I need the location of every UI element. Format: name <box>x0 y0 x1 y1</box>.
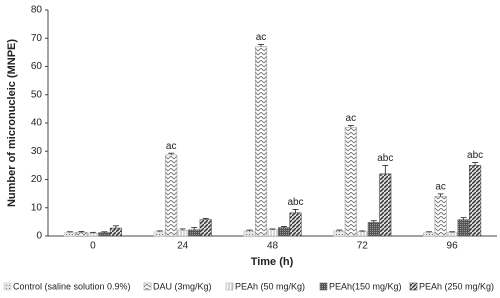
legend-swatch <box>3 282 12 291</box>
bar <box>153 231 166 237</box>
bar <box>289 212 302 237</box>
bar <box>277 227 291 237</box>
y-tick-label: 40 <box>31 118 43 129</box>
bar <box>423 232 436 237</box>
y-tick-label: 20 <box>31 174 43 185</box>
y-tick-label: 0 <box>36 231 42 242</box>
bar <box>165 154 178 237</box>
bar <box>176 230 189 237</box>
bar <box>333 230 346 237</box>
bar <box>434 196 447 237</box>
x-tick-label: 72 <box>357 241 369 252</box>
bar <box>75 232 88 237</box>
y-tick-label: 60 <box>31 61 43 72</box>
annotation: abc <box>287 197 303 208</box>
bar <box>188 229 201 237</box>
y-tick-label: 50 <box>31 89 43 100</box>
annotation: ac <box>435 182 446 193</box>
x-tick-label: 96 <box>447 241 459 252</box>
x-axis-title: Time (h) <box>251 256 294 268</box>
bar <box>98 232 111 237</box>
bar <box>199 219 212 237</box>
y-tick-label: 10 <box>31 202 43 213</box>
bar <box>344 126 357 237</box>
bar <box>469 165 482 237</box>
annotation: ac <box>166 141 177 152</box>
legend-label: DAU (3mg/Kg) <box>153 281 212 291</box>
bar <box>109 227 122 237</box>
annotation: ac <box>346 113 357 124</box>
annotation: abc <box>467 150 483 161</box>
annotation: abc <box>377 153 393 164</box>
x-tick-label: 48 <box>267 241 279 252</box>
bar <box>254 46 268 237</box>
legend-swatch <box>409 282 418 291</box>
y-tick-label: 70 <box>31 33 43 44</box>
legend-swatch <box>143 282 152 291</box>
bar <box>457 219 470 237</box>
legend-label: Control (saline solution 0.9%) <box>13 281 131 291</box>
y-axis-title: Number of micronucleic (MNPE) <box>6 39 18 207</box>
legend-label: PEAh (250 mg/Kg) <box>419 281 494 291</box>
legend-label: PEAh (50 mg/Kg) <box>235 281 305 291</box>
y-tick-label: 30 <box>31 146 43 157</box>
legend-swatch <box>319 282 328 291</box>
bar <box>63 232 76 237</box>
bar <box>367 222 380 237</box>
bar <box>379 173 392 237</box>
x-tick-label: 24 <box>177 241 189 252</box>
bar <box>446 232 459 237</box>
legend-label: PEAh(150 mg/Kg) <box>329 281 402 291</box>
legend-swatch <box>225 282 234 291</box>
annotation: ac <box>256 32 267 43</box>
x-tick-label: 0 <box>90 241 96 252</box>
bar <box>356 231 369 237</box>
y-tick-label: 80 <box>31 5 43 16</box>
bar <box>243 230 256 237</box>
bar <box>266 229 279 237</box>
bar <box>86 232 99 237</box>
